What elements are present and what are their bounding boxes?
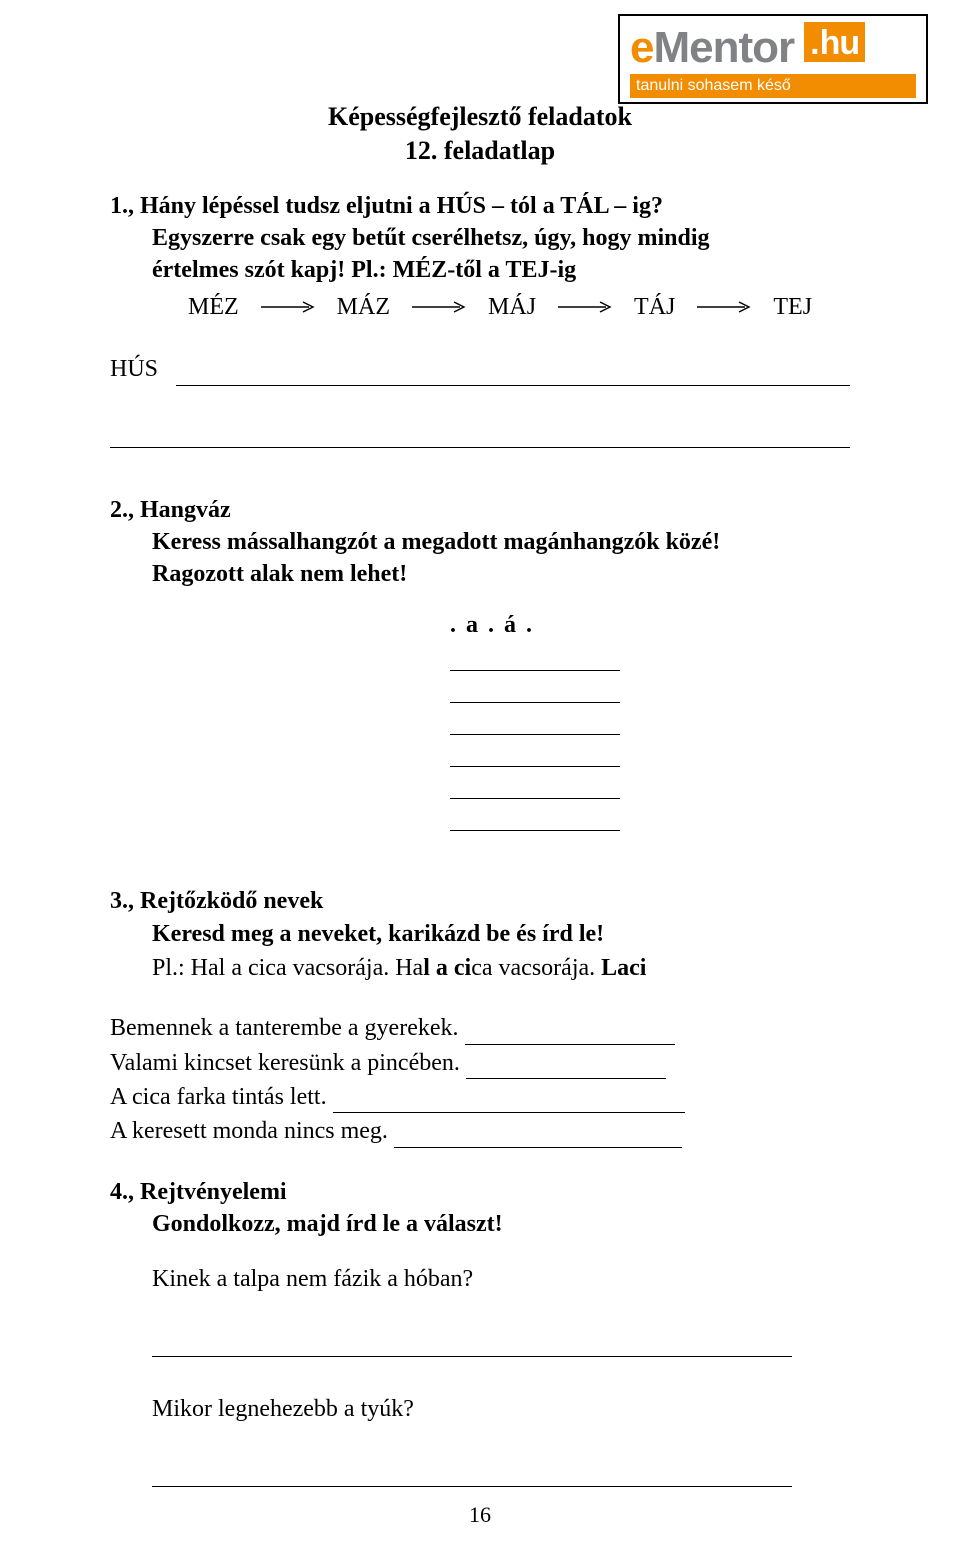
- task3-example: Pl.: Hal a cica vacsorája. Hal a cica va…: [152, 952, 850, 984]
- task3-sentence-row: Bemennek a tanterembe a gyerekek.: [110, 1012, 850, 1044]
- blank-line: [110, 426, 850, 448]
- task4-q1: Kinek a talpa nem fázik a hóban?: [152, 1263, 850, 1295]
- chain-word-0: MÉZ: [188, 291, 239, 323]
- task1-start-word: HÚS: [110, 353, 158, 385]
- task1-line2: Egyszerre csak egy betűt cserélhetsz, úg…: [110, 222, 850, 254]
- task-2: 2., Hangváz Keress mássalhangzót a megad…: [110, 494, 850, 832]
- blank-line: [465, 1023, 675, 1045]
- page-title: Képességfejlesztő feladatok 12. feladatl…: [110, 100, 850, 168]
- task2-answer-lines: [450, 649, 620, 831]
- blank-line: [152, 1465, 792, 1487]
- task1-chain: MÉZ MÁZ MÁJ TÁJ TEJ: [188, 291, 850, 323]
- task4-heading: 4., Rejtvényelemi: [110, 1176, 850, 1208]
- logo-mentor: Mentor: [653, 23, 794, 72]
- logo-hu: hu: [820, 24, 860, 62]
- task3-sentence-text: A cica farka tintás lett.: [110, 1081, 333, 1113]
- task3-example-suffix: ca vacsorája.: [471, 955, 601, 981]
- task1-start-row: HÚS: [110, 353, 850, 385]
- task2-title: Hangváz: [140, 497, 231, 523]
- task3-sentence-row: A cica farka tintás lett.: [110, 1081, 850, 1113]
- task2-line2: Keress mássalhangzót a megadott magánhan…: [110, 526, 850, 558]
- chain-word-2: MÁJ: [488, 291, 536, 323]
- arrow-icon: [697, 301, 751, 313]
- chain-word-1: MÁZ: [337, 291, 390, 323]
- task4-line2: Gondolkozz, majd írd le a választ!: [110, 1208, 850, 1240]
- arrow-icon: [412, 301, 466, 313]
- arrow-icon: [558, 301, 612, 313]
- task3-example-answer: Laci: [601, 955, 646, 981]
- chain-word-4: TEJ: [773, 291, 812, 323]
- task-4: 4., Rejtvényelemi Gondolkozz, majd írd l…: [110, 1176, 850, 1488]
- task2-heading: 2., Hangváz: [110, 494, 850, 526]
- blank-line: [450, 809, 620, 831]
- title-line1: Képességfejlesztő feladatok: [110, 100, 850, 134]
- title-line2: 12. feladatlap: [110, 134, 850, 168]
- worksheet-page: eMentor .hu tanulni sohasem késő Képessé…: [0, 0, 960, 1546]
- task3-example-bold: l a ci: [423, 955, 471, 981]
- task4-q2: Mikor legnehezebb a tyúk?: [152, 1393, 850, 1425]
- task-3: 3., Rejtőzködő nevek Keresd meg a neveke…: [110, 885, 850, 1148]
- task3-example-prefix: Pl.: Hal a cica vacsorája. Ha: [152, 955, 423, 981]
- task1-line3: értelmes szót kapj! Pl.: MÉZ-től a TEJ-i…: [110, 254, 850, 286]
- blank-line: [450, 713, 620, 735]
- arrow-icon: [261, 301, 315, 313]
- task3-line2: Keresd meg a neveket, karikázd be és írd…: [110, 918, 850, 950]
- task-1: 1., Hány lépéssel tudsz eljutni a HÚS – …: [110, 190, 850, 448]
- blank-line: [450, 777, 620, 799]
- task1-heading-text: Hány lépéssel tudsz eljutni a HÚS – tól …: [140, 193, 663, 219]
- task3-title: Rejtőzködő nevek: [140, 888, 323, 914]
- task3-sentence-text: A keresett monda nincs meg.: [110, 1115, 394, 1147]
- task3-sentence-text: Bemennek a tanterembe a gyerekek.: [110, 1012, 465, 1044]
- blank-line: [450, 649, 620, 671]
- task2-line3: Ragozott alak nem lehet!: [110, 558, 850, 590]
- logo-dot: .: [810, 24, 819, 62]
- task1-heading: 1., Hány lépéssel tudsz eljutni a HÚS – …: [110, 190, 850, 222]
- task3-num: 3.,: [110, 888, 140, 914]
- task4-num: 4.,: [110, 1179, 140, 1205]
- task2-num: 2.,: [110, 497, 140, 523]
- task3-sentence-row: Valami kincset keresünk a pincében.: [110, 1047, 850, 1079]
- blank-line: [450, 745, 620, 767]
- blank-line: [152, 1335, 792, 1357]
- task3-sentence-text: Valami kincset keresünk a pincében.: [110, 1047, 466, 1079]
- blank-line: [450, 681, 620, 703]
- blank-line: [466, 1057, 666, 1079]
- task3-sentence-row: A keresett monda nincs meg.: [110, 1115, 850, 1147]
- logo-tagline: tanulni sohasem késő: [630, 74, 916, 98]
- task3-sentences: Bemennek a tanterembe a gyerekek. Valami…: [110, 1012, 850, 1148]
- blank-line: [333, 1091, 685, 1113]
- chain-word-3: TÁJ: [634, 291, 675, 323]
- logo-hu-badge: .hu: [804, 22, 865, 62]
- task2-pattern: . a . á .: [450, 609, 850, 641]
- logo-line1: eMentor .hu: [630, 22, 916, 70]
- task1-num: 1.,: [110, 193, 140, 219]
- task3-heading: 3., Rejtőzködő nevek: [110, 885, 850, 917]
- task4-title: Rejtvényelemi: [140, 1179, 287, 1205]
- blank-line: [176, 364, 850, 386]
- page-number: 16: [0, 1502, 960, 1528]
- logo-e: e: [630, 23, 653, 72]
- blank-line: [394, 1126, 682, 1148]
- brand-logo: eMentor .hu tanulni sohasem késő: [618, 14, 928, 104]
